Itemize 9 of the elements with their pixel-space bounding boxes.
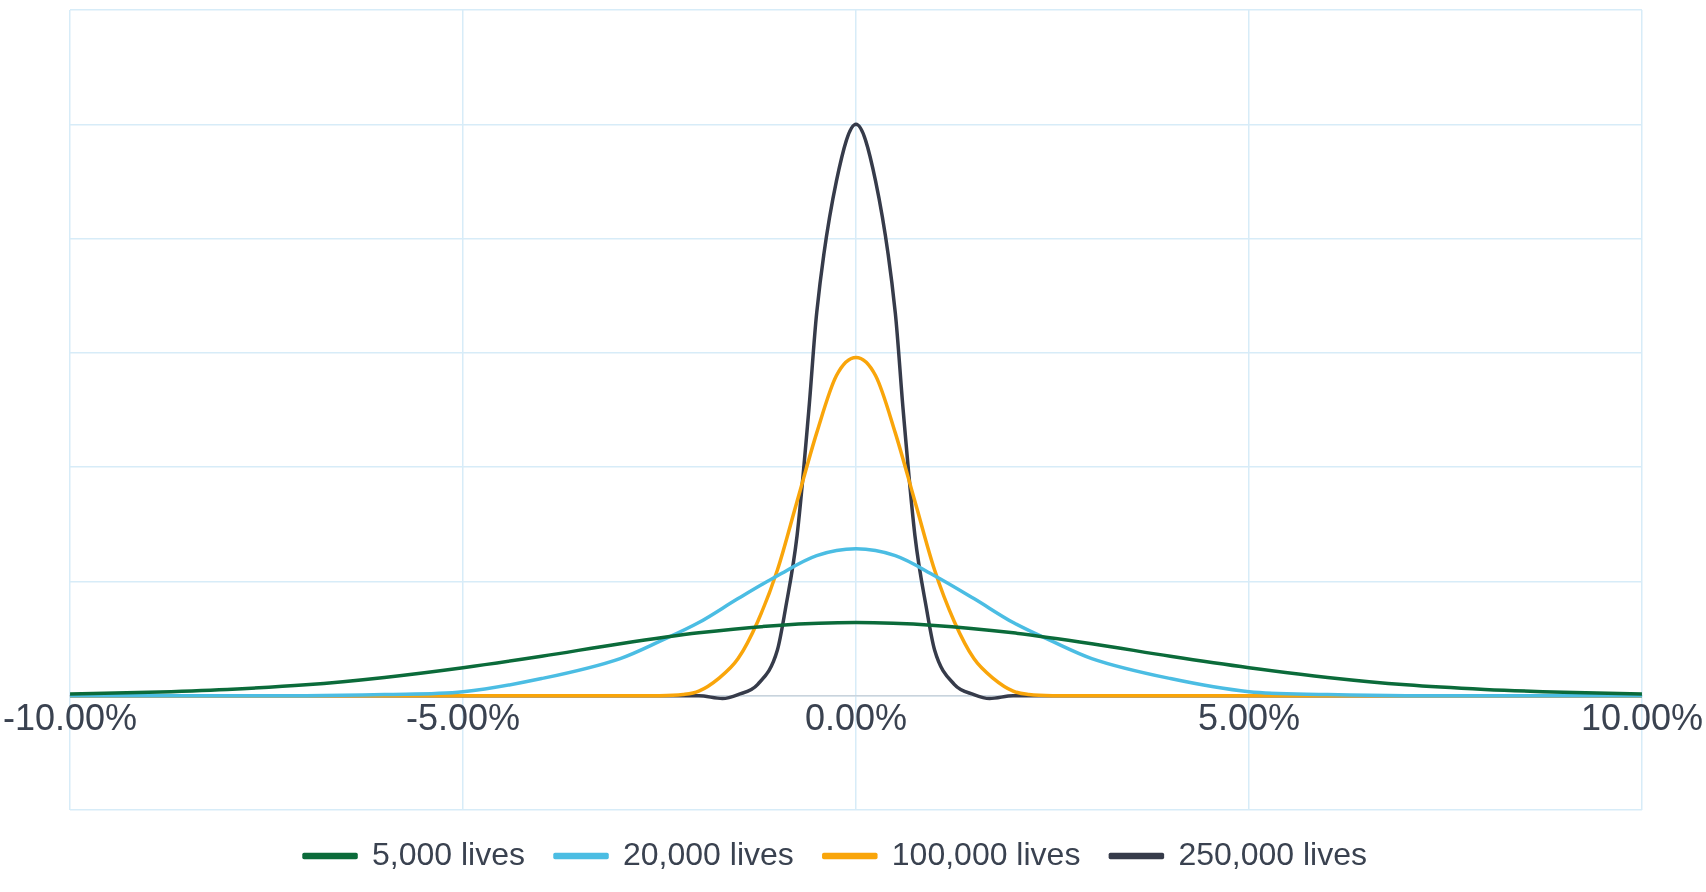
x-tick-label: 10.00%: [1580, 697, 1704, 739]
legend-label: 100,000 lives: [891, 835, 1081, 872]
legend-label: 20,000 lives: [623, 835, 794, 872]
x-tick-label: 0.00%: [804, 697, 908, 739]
x-tick-label: 5.00%: [1197, 697, 1301, 739]
legend-label: 250,000 lives: [1178, 835, 1367, 872]
x-tick-label: -5.00%: [405, 697, 521, 739]
x-tick-label: -10.00%: [3, 697, 138, 739]
legend-label: 5,000 lives: [372, 835, 526, 872]
